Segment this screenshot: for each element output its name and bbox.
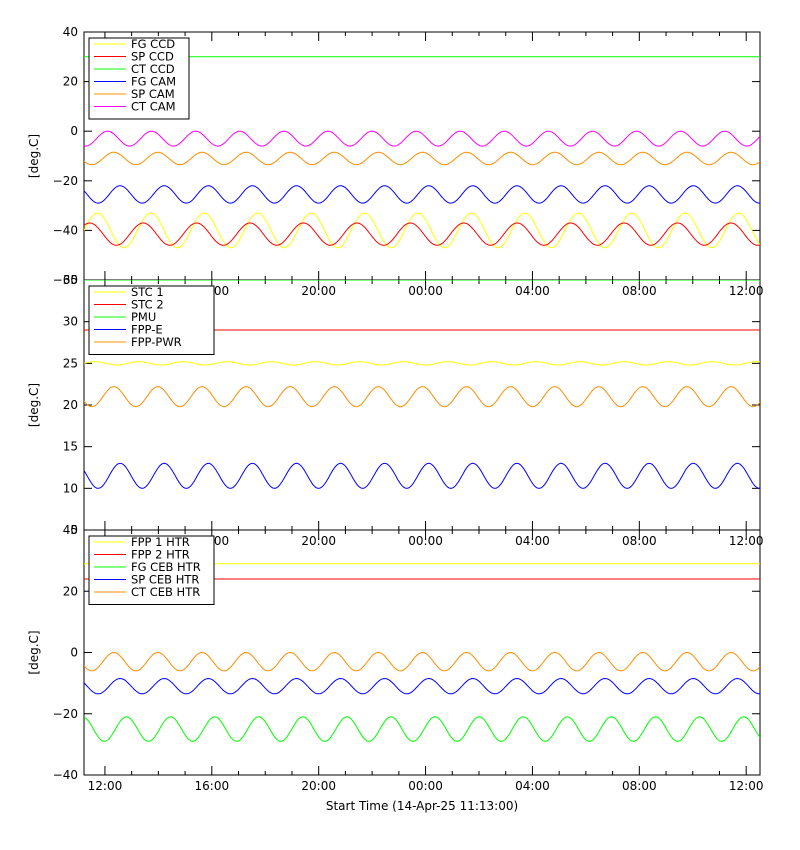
x-tick-label: 08:00	[622, 779, 657, 793]
legend-label: CT CAM	[131, 100, 176, 114]
x-tick-label: 00:00	[408, 779, 443, 793]
series-line-ct-cam	[84, 130, 760, 147]
y-tick-label: 40	[63, 523, 78, 537]
x-tick-label: 08:00	[622, 284, 657, 298]
y-tick-label: −40	[53, 223, 78, 237]
x-tick-label: 12:00	[729, 534, 764, 548]
y-tick-label: 25	[63, 356, 78, 370]
legend-label: FPP 1 HTR	[131, 535, 190, 549]
series-line-sp-cam	[84, 151, 760, 166]
series-line-ct-ceb-htr	[84, 651, 760, 672]
y-axis-label: [deg.C]	[27, 383, 41, 427]
panel-3: 40 20 0 −20 −40 [deg.C] 12:00 16:00 20:00 00:00 04…	[27, 523, 763, 793]
x-tick-label: 20:00	[301, 779, 336, 793]
legend-label: FG CEB HTR	[131, 560, 201, 574]
legend-label: FG CCD	[131, 37, 175, 51]
series-line-fg-cam	[84, 185, 760, 204]
x-tick-label: 20:00	[301, 534, 336, 548]
panel-1: 40200−20−40−60[deg.C]12:0016:0020:0000:0…	[27, 25, 763, 298]
x-tick-label: 08:00	[622, 534, 657, 548]
panel-2: 3530252015105[deg.C]12:0016:0020:0000:00…	[27, 273, 763, 548]
y-tick-label: 35	[63, 273, 78, 287]
legend-label: SP CCD	[131, 50, 174, 64]
x-tick-label: 00:00	[408, 534, 443, 548]
x-tick-label: 12:00	[729, 284, 764, 298]
legend-label: FG CAM	[131, 75, 176, 89]
series-group	[84, 56, 760, 249]
legend-label: CT CEB HTR	[131, 585, 200, 599]
y-tick-label: 20	[63, 584, 78, 598]
x-tick-label: 12:00	[88, 779, 123, 793]
y-axis-label: [deg.C]	[27, 630, 41, 674]
x-tick-label: 12:00	[729, 779, 764, 793]
y-tick-label: 40	[63, 25, 78, 39]
y-tick-label: 10	[63, 481, 78, 495]
series-line-fg-ceb-htr	[84, 716, 760, 742]
y-tick-label: 5	[70, 523, 78, 537]
y-tick-label: 15	[63, 440, 78, 454]
legend-label: FPP-PWR	[131, 335, 182, 349]
x-tick-label: 04:00	[515, 534, 550, 548]
series-line-fpp-e	[84, 462, 760, 489]
x-axis-title: Start Time (14-Apr-25 11:13:00)	[326, 799, 518, 813]
legend-label: PMU	[131, 310, 156, 324]
x-tick-label: 04:00	[515, 284, 550, 298]
x-tick-label: 00:00	[408, 284, 443, 298]
legend-label: SP CAM	[131, 87, 175, 101]
legend-box	[88, 37, 190, 120]
y-tick-label: −20	[53, 174, 78, 188]
legend-label: FPP-E	[131, 323, 163, 337]
series-line-fpp-pwr	[84, 386, 760, 408]
legend-label: STC 2	[131, 298, 164, 312]
series-line-sp-ceb-htr	[84, 677, 760, 695]
series-line-fg-ccd	[84, 212, 760, 249]
x-tick-label: 20:00	[301, 284, 336, 298]
y-tick-label: −40	[53, 768, 78, 782]
legend-label: STC 1	[131, 285, 164, 299]
y-tick-label: 0	[70, 124, 78, 138]
y-tick-label: 0	[70, 646, 78, 660]
legend-label: CT CCD	[131, 62, 175, 76]
legend-label: SP CEB HTR	[131, 573, 199, 587]
series-line-sp-ccd	[84, 222, 760, 246]
series-line-stc-1	[84, 361, 760, 366]
legend-box	[88, 535, 215, 605]
y-tick-label: −20	[53, 707, 78, 721]
y-tick-label: 20	[63, 75, 78, 89]
y-axis-label: [deg.C]	[27, 134, 41, 178]
y-tick-label: 30	[63, 315, 78, 329]
x-tick-label: 04:00	[515, 779, 550, 793]
legend-label: FPP 2 HTR	[131, 548, 190, 562]
y-tick-label: −60	[53, 273, 78, 287]
y-tick-label: 20	[63, 398, 78, 412]
x-tick-label: 16:00	[195, 779, 230, 793]
legend-box	[88, 285, 215, 355]
